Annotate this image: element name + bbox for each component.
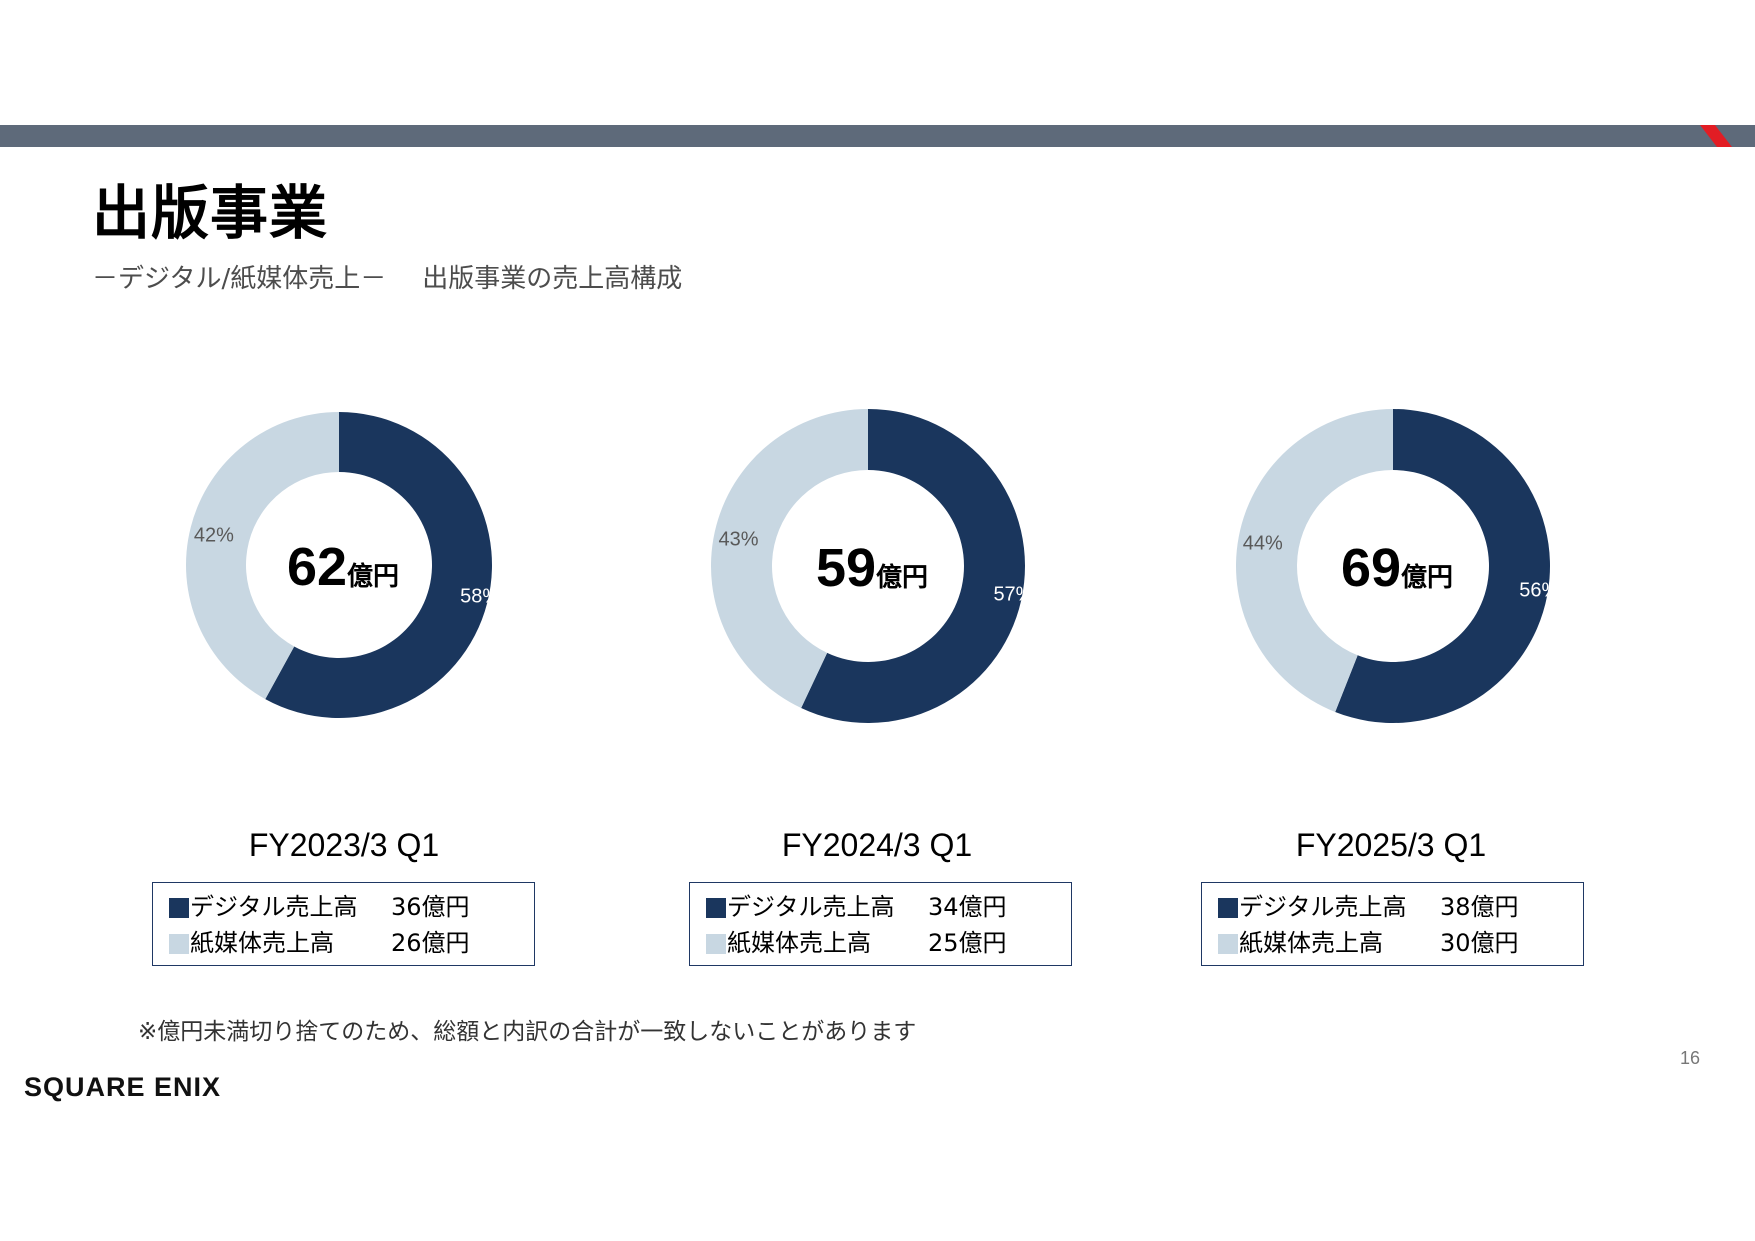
chart-1-center-total: 62億円 [287,537,399,597]
legend-swatch-print [169,934,189,954]
subtitle-section: －デジタル/紙媒体売上－ [92,264,387,294]
chart-3-center-total: 69億円 [1341,538,1453,598]
legend-label: 紙媒体売上高 [727,929,871,957]
chart-1-label-print: 42% [194,524,234,546]
chart-2-slice-print [710,409,868,709]
legend-value: 38億円 [1440,893,1519,921]
chart-3-label-digital: 56% [1519,580,1559,602]
chart-1-title: FY2023/3 Q1 [248,827,440,863]
chart-2-title: FY2024/3 Q1 [781,827,973,863]
legend-label: デジタル売上高 [727,893,895,921]
legend-swatch-digital [169,898,189,918]
chart-1-label-digital: 58% [460,586,500,608]
legend-swatch-print [706,934,726,954]
legend-swatch-digital [1218,898,1238,918]
legend-label: デジタル売上高 [190,893,358,921]
page-number: 16 [1680,1048,1701,1068]
legend-value: 36億円 [391,893,470,921]
legend-label: デジタル売上高 [1239,893,1407,921]
legend-value: 26億円 [391,929,470,957]
legend-value: 30億円 [1440,929,1519,957]
legend-value: 25億円 [928,929,1007,957]
company-logo: SQUARE ENIX [24,1072,222,1102]
chart-3-title: FY2025/3 Q1 [1295,827,1487,863]
chart-1-slice-print [185,412,339,700]
page-subtitle: －デジタル/紙媒体売上－ 出版事業の売上高構成 [92,258,682,295]
chart-2-legend: デジタル売上高 34億円 紙媒体売上高 25億円 [689,882,1072,966]
header-accent-stripe [1700,125,1732,147]
header-bar [0,125,1755,147]
legend-value: 34億円 [928,893,1007,921]
chart-1-slice-digital [265,412,492,718]
chart-1-legend: デジタル売上高 36億円 紙媒体売上高 26億円 [152,882,535,966]
chart-3-legend: デジタル売上高 38億円 紙媒体売上高 30億円 [1201,882,1584,966]
chart-2-center-total: 59億円 [816,538,928,598]
legend-label: 紙媒体売上高 [1239,929,1383,957]
accent-stripe-icon [1700,125,1732,147]
legend-swatch-digital [706,898,726,918]
chart-3-label-print: 44% [1243,532,1283,554]
chart-3-slice-digital [1335,409,1550,723]
chart-2-label-print: 43% [719,528,759,550]
chart-3-slice-print [1235,409,1393,712]
footnote: ※億円未満切り捨てのため、総額と内訳の合計が一致しないことがあります [138,1019,917,1045]
legend-label: 紙媒体売上高 [190,929,334,957]
page-title: 出版事業 [92,179,329,247]
chart-2-label-digital: 57% [993,584,1033,606]
subtitle-description: 出版事業の売上高構成 [422,264,683,294]
legend-swatch-print [1218,934,1238,954]
chart-2-slice-digital [801,409,1025,723]
